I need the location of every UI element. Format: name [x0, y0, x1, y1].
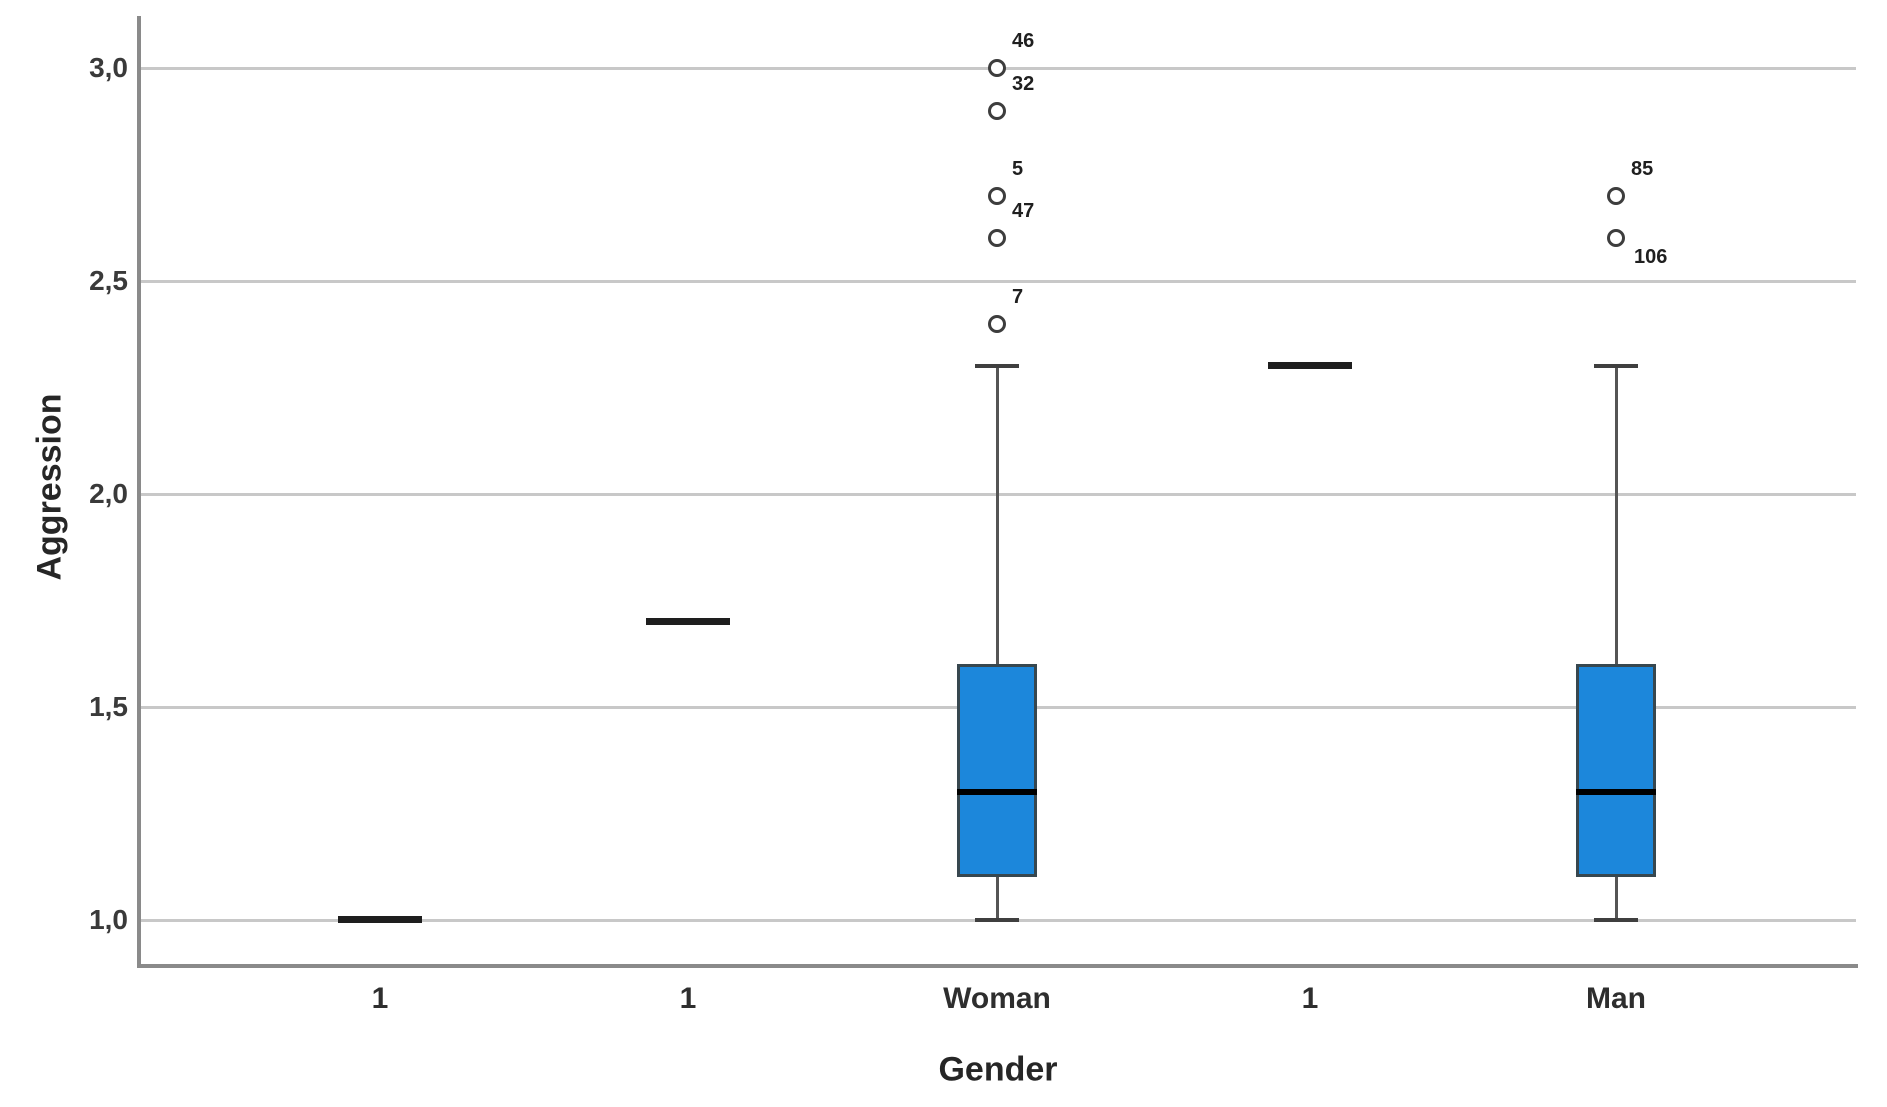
gridline-2,5: [141, 280, 1856, 283]
median-only-line: [1268, 362, 1352, 369]
outlier-label: 7: [1012, 286, 1024, 308]
x-tick-label-woman: Woman: [943, 982, 1051, 1015]
upper-whisker-cap: [1594, 364, 1638, 368]
iqr-box: [957, 664, 1037, 877]
outlier-point: [988, 102, 1006, 120]
lower-whisker-line: [996, 877, 999, 920]
x-tick-label-1: 1: [371, 982, 389, 1015]
y-tick-label: 1,0: [89, 904, 128, 935]
y-tick-label: 2,0: [89, 478, 128, 509]
y-tick-label: 1,5: [89, 691, 128, 722]
outlier-point: [988, 59, 1006, 77]
outlier-point: [988, 315, 1006, 333]
median-only-line: [338, 916, 422, 923]
y-tick-label: 3,0: [89, 52, 128, 83]
outlier-point: [988, 187, 1006, 205]
y-axis-line: [137, 16, 141, 968]
outlier-label: 5: [1012, 158, 1024, 180]
x-tick-label-1: 1: [1301, 982, 1319, 1015]
upper-whisker-line: [1615, 366, 1618, 664]
outlier-point: [988, 229, 1006, 247]
iqr-box: [1576, 664, 1656, 877]
lower-whisker-cap: [975, 918, 1019, 922]
median-only-line: [646, 618, 730, 625]
outlier-point: [1607, 187, 1625, 205]
median-line: [957, 789, 1037, 795]
outlier-label: 47: [1012, 200, 1035, 222]
outlier-label: 85: [1631, 158, 1654, 180]
upper-whisker-line: [996, 366, 999, 664]
y-tick-label: 2,5: [89, 265, 128, 296]
outlier-label: 32: [1012, 73, 1035, 95]
outlier-label: 106: [1634, 246, 1668, 268]
lower-whisker-cap: [1594, 918, 1638, 922]
median-line: [1576, 789, 1656, 795]
lower-whisker-line: [1615, 877, 1618, 920]
x-tick-label-1: 1: [679, 982, 697, 1015]
x-axis-line: [137, 964, 1858, 968]
outlier-label: 46: [1012, 30, 1035, 52]
upper-whisker-cap: [975, 364, 1019, 368]
outlier-point: [1607, 229, 1625, 247]
x-axis-title: Gender: [938, 1050, 1058, 1089]
x-tick-label-man: Man: [1586, 982, 1646, 1015]
